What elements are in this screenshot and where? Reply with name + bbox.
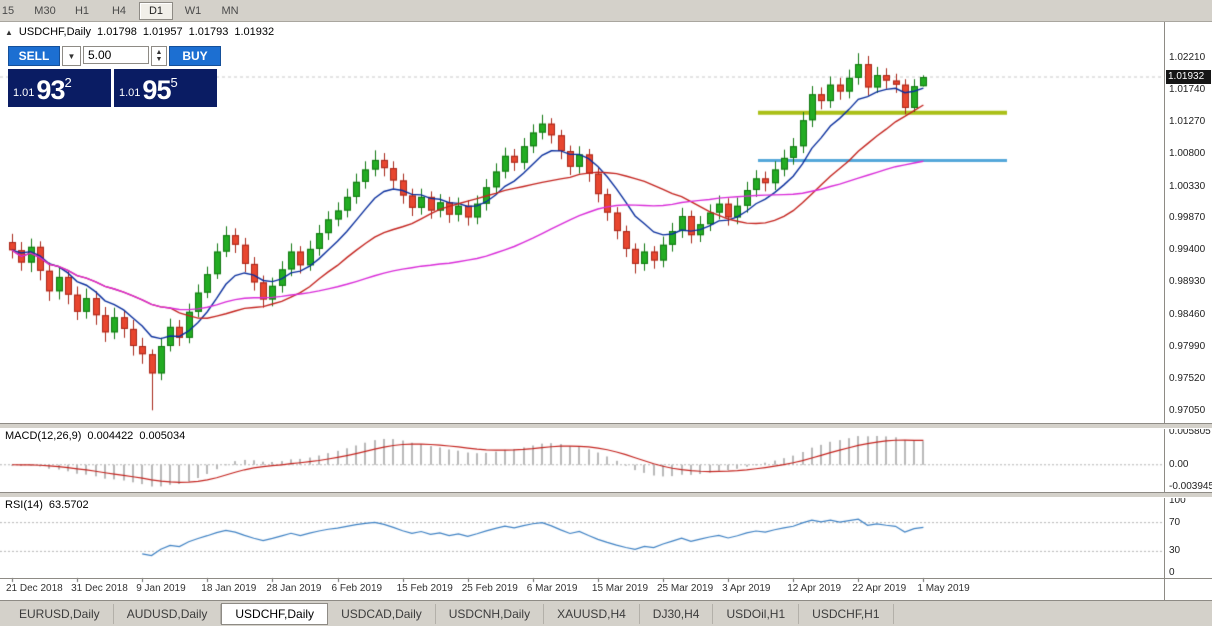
- volume-spinner[interactable]: ▲ ▼: [151, 46, 167, 66]
- date-axis-label: 25 Feb 2019: [461, 583, 518, 594]
- timeframe-button-m30[interactable]: M30: [34, 4, 56, 17]
- macd-name: MACD(12,26,9): [5, 430, 82, 442]
- price-axis-label: 0.99400: [1169, 244, 1206, 256]
- timeframe-toolbar: 15 M30 H1 H4 D1 W1 MN: [0, 0, 1212, 22]
- macd-indicator-label: MACD(12,26,9) 0.004422 0.005034: [5, 430, 185, 442]
- price-axis-label: 1.01740: [1169, 84, 1206, 96]
- price-axis-label: 0.98460: [1169, 308, 1206, 320]
- panel-splitter-rsi[interactable]: [0, 492, 1212, 498]
- chart-workspace: 1.02210 1.01740 1.01270 1.00800 1.00330 0.998…: [0, 22, 1212, 600]
- chart-symbol-label: ▲ USDCHF,Daily 1.01798 1.01957 1.01793 1…: [5, 26, 274, 38]
- volume-input[interactable]: [83, 46, 149, 64]
- rsi-axis-label: 0: [1169, 567, 1175, 578]
- ohlc-high: 1.01957: [142, 26, 183, 38]
- price-axis-label: 0.97990: [1169, 340, 1206, 352]
- buy-button[interactable]: BUY: [169, 46, 221, 66]
- price-axis[interactable]: 1.02210 1.01740 1.01270 1.00800 1.00330 0.998…: [1164, 22, 1212, 600]
- rsi-axis-label: 30: [1169, 545, 1181, 557]
- rsi-name: RSI(14): [5, 499, 43, 511]
- date-axis-label: 1 May 2019: [917, 583, 970, 594]
- date-axis-label: 28 Jan 2019: [266, 583, 322, 594]
- macd-signal-value: 0.005034: [139, 430, 186, 442]
- price-axis-label: 0.97520: [1169, 372, 1206, 384]
- sell-button[interactable]: SELL: [8, 46, 60, 66]
- date-axis-label: 12 Apr 2019: [787, 583, 842, 594]
- symbol-period-label: USDCHF,Daily: [18, 26, 92, 38]
- spinner-down-icon: ▼: [155, 56, 163, 63]
- chart-tabs-bar: EURUSD,Daily AUDUSD,Daily USDCHF,Daily USDC…: [0, 600, 1212, 626]
- price-axis-label: 1.00800: [1169, 148, 1206, 160]
- price-axis-label: 1.02210: [1169, 52, 1206, 63]
- date-axis-label: 6 Mar 2019: [526, 583, 578, 594]
- current-price-badge: 1.01932: [1166, 70, 1211, 85]
- ohlc-open: 1.01798: [97, 26, 137, 38]
- sell-price-prefix: 1.01: [13, 87, 35, 99]
- ohlc-close: 1.01932: [234, 26, 275, 38]
- timeframe-button-h1[interactable]: H1: [74, 4, 90, 17]
- macd-axis-label: 0.00: [1169, 458, 1189, 470]
- collapse-arrow-icon[interactable]: ▲: [5, 27, 13, 37]
- price-axis-label: 1.00330: [1169, 180, 1206, 192]
- date-axis-label: 15 Mar 2019: [591, 583, 649, 594]
- rsi-value: 63.5702: [48, 499, 89, 511]
- date-axis[interactable]: 21 Dec 2018 31 Dec 2018 9 Jan 2019 18 Jan 2…: [0, 578, 1164, 600]
- date-axis-label: 25 Mar 2019: [657, 583, 714, 594]
- date-axis-separator: [0, 578, 1212, 579]
- chart-tab-audusd[interactable]: AUDUSD,Daily: [114, 603, 222, 624]
- date-axis-label: 3 Apr 2019: [722, 583, 771, 594]
- chart-tab-eurusd[interactable]: EURUSD,Daily: [6, 603, 114, 624]
- chart-tab-dj30[interactable]: DJ30,H4: [640, 603, 714, 624]
- buy-price-big: 95: [142, 75, 171, 106]
- one-click-trading-panel: SELL ▼ ▲ ▼ BUY 1.01 93 2 1.01: [8, 46, 221, 107]
- buy-price-prefix: 1.01: [119, 87, 141, 99]
- buy-price-button[interactable]: 1.01 95 5: [114, 69, 217, 107]
- macd-axis-label: -0.003945: [1169, 481, 1212, 492]
- spinner-up-icon: ▲: [155, 49, 163, 56]
- timeframe-button-15[interactable]: 15: [1, 4, 15, 17]
- rsi-axis-label: 70: [1169, 516, 1181, 528]
- timeframe-button-h4[interactable]: H4: [111, 4, 127, 17]
- ohlc-low: 1.01793: [188, 26, 229, 38]
- date-axis-label: 31 Dec 2018: [71, 583, 128, 594]
- chart-tab-usdchf[interactable]: USDCHF,Daily: [221, 602, 329, 625]
- rsi-indicator-label: RSI(14) 63.5702: [5, 499, 89, 511]
- price-axis-label: 1.01270: [1169, 116, 1206, 128]
- chart-tab-usdcnh[interactable]: USDCNH,Daily: [436, 603, 545, 624]
- price-chart-canvas[interactable]: [0, 22, 1164, 600]
- price-axis-label: 0.98930: [1169, 276, 1206, 288]
- macd-axis-label: 0.005805: [1169, 426, 1211, 437]
- sell-price-button[interactable]: 1.01 93 2: [8, 69, 111, 107]
- buy-price-pip: 5: [170, 75, 178, 90]
- date-axis-label: 9 Jan 2019: [136, 583, 186, 594]
- date-axis-label: 15 Feb 2019: [396, 583, 453, 594]
- timeframe-button-d1[interactable]: D1: [139, 1, 173, 20]
- chart-tab-usdoil[interactable]: USDOil,H1: [713, 603, 800, 624]
- rsi-axis-label: 100: [1169, 495, 1186, 506]
- sell-price-big: 93: [36, 75, 65, 106]
- timeframe-button-w1[interactable]: W1: [184, 4, 202, 17]
- price-axis-label: 0.99870: [1169, 212, 1206, 224]
- price-axis-label: 0.97050: [1169, 405, 1206, 416]
- sell-price-pip: 2: [64, 75, 72, 90]
- date-axis-label: 18 Jan 2019: [201, 583, 257, 594]
- chart-tab-usdchf[interactable]: USDCHF,H1: [799, 603, 894, 624]
- panel-splitter-macd[interactable]: [0, 423, 1212, 429]
- date-axis-label: 22 Apr 2019: [852, 583, 907, 594]
- macd-main-value: 0.004422: [87, 430, 134, 442]
- volume-dropdown-button[interactable]: ▼: [62, 46, 81, 66]
- date-axis-label: 21 Dec 2018: [6, 583, 63, 594]
- date-axis-label: 6 Feb 2019: [331, 583, 383, 594]
- chart-tab-usdcad[interactable]: USDCAD,Daily: [328, 603, 436, 624]
- chevron-down-icon: ▼: [67, 51, 76, 61]
- chart-tab-xauusd[interactable]: XAUUSD,H4: [544, 603, 640, 624]
- timeframe-button-mn[interactable]: MN: [221, 4, 239, 17]
